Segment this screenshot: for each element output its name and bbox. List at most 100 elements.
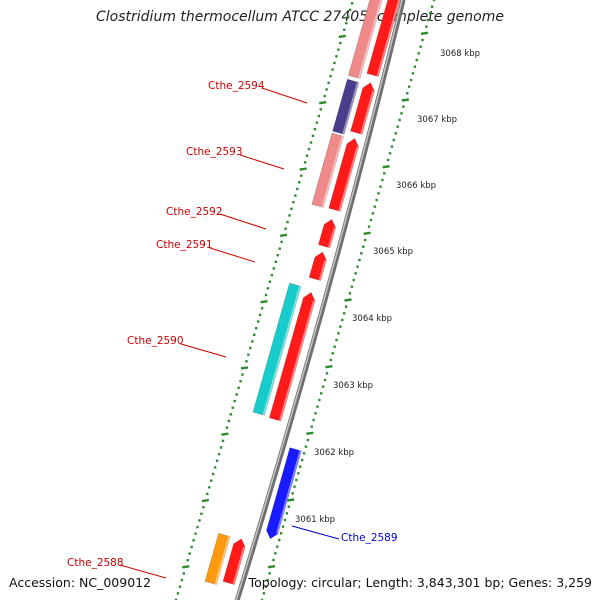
tick-minor: [311, 134, 315, 138]
tick-minor: [329, 358, 332, 362]
gene-label-cthe-2591[interactable]: Cthe_2591: [156, 239, 213, 251]
backbone-highlight: [235, 0, 403, 600]
tick-minor: [235, 393, 238, 396]
tick-minor: [360, 252, 363, 255]
tick-minor: [331, 352, 334, 355]
tick-minor: [278, 247, 281, 250]
tick-minor: [278, 538, 281, 542]
tick-minor: [268, 572, 271, 575]
cds-arrow-2588: [222, 538, 246, 586]
tick-minor: [364, 238, 367, 242]
tick-minor: [210, 479, 213, 482]
tick-minor: [388, 152, 392, 155]
tick-minor: [211, 472, 215, 476]
tick-minor: [398, 118, 401, 122]
tick-minor: [406, 92, 409, 95]
tick-major: [319, 101, 327, 105]
cds-arrow-2591: [308, 251, 327, 282]
tick-minor: [356, 265, 359, 268]
tick-minor: [276, 545, 279, 548]
tick-minor: [309, 141, 313, 144]
tick-minor: [319, 108, 322, 111]
tick-minor: [331, 68, 334, 71]
tick-minor: [379, 185, 382, 188]
leader-line: [180, 343, 227, 358]
tick-minor: [260, 598, 264, 600]
tick-minor: [272, 267, 276, 270]
tick-minor: [283, 518, 287, 522]
tick-minor: [352, 278, 355, 282]
tick-minor: [281, 525, 285, 528]
scale-label: 3062 kbp: [314, 448, 354, 458]
tick-minor: [314, 412, 317, 415]
feature-box-2593: [311, 132, 344, 208]
tick-minor: [233, 399, 236, 403]
tick-minor: [315, 121, 319, 124]
tick-minor: [323, 378, 327, 382]
tick-minor: [270, 273, 274, 277]
leader-line: [261, 87, 308, 104]
tick-minor: [294, 194, 297, 197]
tick-minor: [208, 486, 211, 489]
cds-arrow-2593: [328, 138, 359, 212]
tick-minor: [300, 458, 304, 462]
tick-minor: [268, 280, 272, 283]
tick-minor: [375, 198, 378, 202]
tick-major: [363, 231, 371, 236]
gene-label-cthe-2590[interactable]: Cthe_2590: [127, 335, 184, 347]
tick-minor: [354, 272, 357, 275]
tick-minor: [213, 466, 217, 469]
tick-minor: [427, 18, 430, 22]
tick-major: [325, 364, 333, 369]
tick-minor: [343, 28, 346, 31]
tick-major: [260, 299, 268, 304]
gene-label-cthe-2593[interactable]: Cthe_2593: [186, 146, 243, 158]
tick-minor: [280, 240, 283, 244]
cds-arrow-2588-shape: [222, 538, 246, 586]
cds-arrow-2590-highlight: [278, 300, 315, 422]
tick-minor: [329, 74, 332, 78]
feature-box-2594-shape: [332, 78, 360, 135]
tick-minor: [196, 525, 199, 529]
tick-minor: [318, 398, 321, 402]
tick-minor: [415, 58, 418, 62]
scale-label: 3063 kbp: [333, 381, 373, 391]
tick-minor: [350, 285, 354, 288]
tick-minor: [316, 405, 319, 408]
feature-box-2593-highlight: [321, 135, 344, 208]
tick-major: [182, 565, 190, 569]
scale-label: 3068 kbp: [440, 49, 480, 59]
tick-major: [267, 564, 276, 569]
tick-minor: [180, 578, 184, 582]
tick-minor: [241, 373, 244, 376]
genome-backbone: [234, 0, 406, 600]
tick-minor: [287, 505, 290, 508]
tick-major: [382, 164, 390, 169]
tick-minor: [239, 379, 242, 383]
tick-minor: [288, 214, 291, 217]
tick-minor: [186, 559, 189, 562]
cds-arrow-2589-shape: [266, 447, 302, 540]
gene-label-cthe-2589[interactable]: Cthe_2589: [341, 532, 398, 544]
tick-minor: [367, 225, 371, 228]
scale-label: 3061 kbp: [295, 515, 335, 525]
tick-minor: [407, 85, 411, 88]
tick-minor: [411, 72, 415, 75]
tick-minor: [219, 446, 223, 449]
tick-minor: [417, 52, 420, 55]
gene-label-cthe-2592[interactable]: Cthe_2592: [166, 206, 223, 218]
leader-line: [219, 213, 267, 230]
leader-line: [291, 525, 340, 540]
cds-arrow-2594: [350, 82, 375, 135]
gene-labels: Cthe_2594 Cthe_2593 Cthe_2592 Cthe_2591 …: [67, 80, 398, 569]
gene-label-cthe-2588[interactable]: Cthe_2588: [67, 557, 124, 569]
tick-minor: [303, 161, 307, 164]
scale-label: 3066 kbp: [396, 181, 436, 191]
tick-minor: [262, 592, 266, 595]
tick-minor: [413, 65, 417, 68]
gene-label-cthe-2594[interactable]: Cthe_2594: [208, 80, 265, 92]
tick-minor: [174, 598, 178, 600]
feature-box-2588-highlight: [214, 536, 231, 585]
tick-minor: [304, 445, 308, 448]
